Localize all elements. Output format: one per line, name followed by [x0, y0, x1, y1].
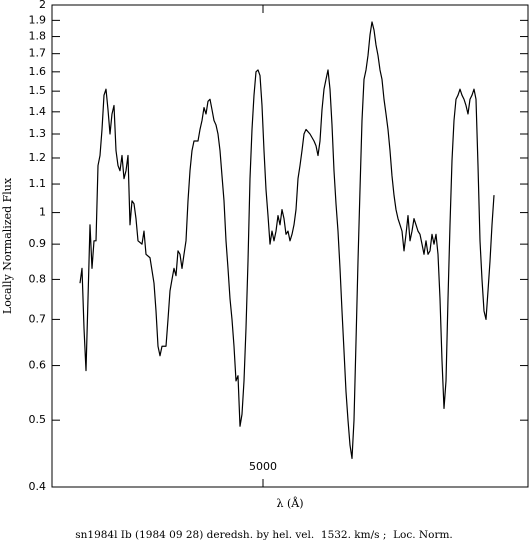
y-tick-label: 1.2: [29, 151, 47, 164]
y-tick-label: 0.4: [29, 480, 47, 493]
y-tick-label: 1: [39, 206, 46, 219]
y-tick-label: 0.6: [29, 359, 47, 372]
spectrum-line: [79, 21, 495, 460]
x-tick-label: 5000: [249, 460, 277, 473]
y-tick-label: 1.3: [29, 127, 47, 140]
caption: sn1984l Ib (1984 09 28) deredsh. by hel.…: [75, 529, 453, 541]
y-tick-label: 2: [39, 0, 46, 11]
y-tick-label: 1.9: [29, 13, 47, 26]
plot-frame: [51, 4, 529, 488]
y-tick-label: 0.8: [29, 272, 47, 285]
y-tick-label: 1.5: [29, 84, 47, 97]
y-tick-label: 1.6: [29, 65, 47, 78]
x-axis-label: λ (Å): [277, 496, 304, 510]
y-tick-label: 1.8: [29, 30, 47, 43]
y-tick-label: 0.9: [29, 237, 47, 250]
y-tick-label: 0.7: [29, 312, 47, 325]
y-tick-label: 1.1: [29, 177, 47, 190]
y-tick-label: 1.7: [29, 47, 47, 60]
y-axis-label: Locally Normalized Flux: [1, 177, 14, 314]
y-tick-label: 1.4: [29, 105, 47, 118]
y-tick-label: 0.5: [29, 413, 47, 426]
